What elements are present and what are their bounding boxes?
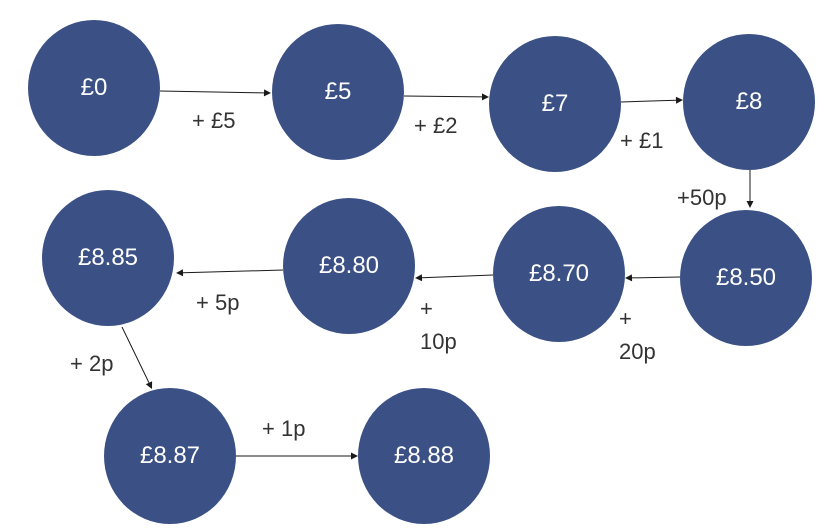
edge-arrow-n2-n3 (620, 99, 677, 103)
arrowhead-n8-n9 (351, 452, 358, 460)
edge-arrow-n7-n8 (121, 326, 150, 383)
edge-label-n1-n2: + £2 (414, 113, 458, 138)
edge-arrow-n1-n2 (403, 95, 483, 98)
edge-arrow-n0-n1 (159, 90, 265, 94)
edge-arrow-n5-n6 (421, 274, 494, 279)
edge-label-n8-n9: + 1p (262, 416, 306, 441)
edge-label-n0-n1: + £5 (192, 108, 236, 133)
node-n4: £8.50 (680, 210, 812, 346)
edge-label-n3-n4: +50p (677, 185, 727, 210)
node-n2: £7 (489, 36, 621, 172)
node-n7: £8.85 (42, 190, 174, 326)
edge-arrow-n4-n5 (631, 276, 681, 279)
node-n5: £8.70 (493, 206, 625, 342)
edge-label-n4-n5: + 20p (619, 306, 656, 364)
node-n1: £5 (272, 24, 404, 160)
arrowhead-n0-n1 (263, 89, 271, 97)
arrowhead-n2-n3 (675, 96, 683, 104)
arrowhead-n3-n4 (746, 201, 754, 208)
node-n0: £0 (28, 20, 160, 156)
node-n8: £8.87 (104, 388, 236, 524)
edge-label-n7-n8: + 2p (70, 351, 114, 376)
arrowhead-n7-n8 (145, 381, 153, 389)
arrowhead-n1-n2 (482, 93, 489, 101)
node-n6: £8.80 (283, 198, 415, 334)
edge-label-n5-n6: + 10p (420, 296, 457, 354)
edge-label-n6-n7: + 5p (196, 290, 240, 315)
arrowhead-n6-n7 (176, 269, 184, 277)
edge-arrow-n6-n7 (182, 269, 284, 274)
node-n3: £8 (683, 34, 815, 170)
node-n9: £8.88 (358, 388, 490, 524)
edge-label-n2-n3: + £1 (620, 128, 664, 153)
arrowhead-n5-n6 (415, 274, 423, 282)
arrowhead-n4-n5 (625, 274, 633, 282)
